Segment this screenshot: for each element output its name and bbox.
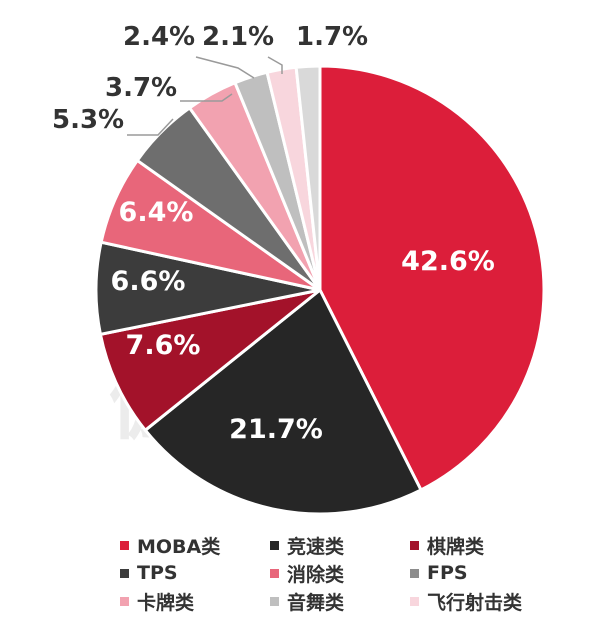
legend-swatch (270, 596, 279, 606)
legend-swatch (410, 596, 419, 606)
legend-swatch (120, 568, 129, 578)
legend-swatch (270, 540, 279, 550)
legend-swatch (120, 596, 129, 606)
legend-swatch (270, 568, 279, 578)
legend-swatch (410, 540, 419, 550)
slice-label: 6.4% (119, 197, 194, 228)
pie-svg: 42.6% 21.7% 7.6% 6.6% 6.4% 5.3%3.7% 2.4% 2.1% 1.… (52, 22, 546, 516)
legend-item: 消除类 (270, 562, 410, 586)
pie-slice (98, 288, 321, 433)
slice-label: 3.7% (105, 73, 177, 103)
slice-label: 6.6% (111, 266, 186, 297)
legend-item: 竞速类 (270, 534, 410, 558)
legend-item: FPS (410, 562, 580, 584)
legend-label: 飞行射击类 (427, 591, 523, 614)
legend-label: 音舞类 (287, 591, 345, 614)
slice-label: 5.3% (52, 105, 124, 135)
legend-label: MOBA类 (137, 535, 221, 558)
legend-label: 消除类 (287, 563, 345, 586)
legend-item: 卡牌类 (120, 590, 270, 614)
leader-line (127, 118, 174, 136)
legend-item: TPS (120, 562, 270, 584)
slice-label: 42.6% (401, 246, 495, 277)
pie-slice (143, 287, 423, 516)
leader-line (195, 56, 255, 79)
slice-label: 2.4% (123, 22, 195, 52)
legend: MOBA类 竞速类 棋牌类 TPS 消除类 FPS 卡牌类 音舞类 飞行射击类 (120, 534, 580, 614)
pie-slice (318, 64, 546, 492)
legend-label: FPS (427, 562, 468, 584)
pie-slice (294, 64, 322, 291)
legend-label: 卡牌类 (137, 591, 195, 614)
legend-label: 竞速类 (287, 535, 345, 558)
slice-label: 2.1% (202, 22, 274, 52)
legend-label: TPS (137, 562, 178, 584)
legend-item: MOBA类 (120, 534, 270, 558)
legend-label: 棋牌类 (427, 535, 485, 558)
slice-label: 1.7% (296, 22, 368, 52)
legend-item: 音舞类 (270, 590, 410, 614)
legend-swatch (410, 568, 419, 578)
leader-line (180, 93, 233, 102)
leader-line (267, 56, 283, 74)
legend-item: 飞行射击类 (410, 590, 580, 614)
slice-label: 7.6% (126, 330, 201, 361)
legend-item: 棋牌类 (410, 534, 580, 558)
legend-swatch (120, 540, 129, 550)
slice-label: 21.7% (229, 414, 323, 445)
